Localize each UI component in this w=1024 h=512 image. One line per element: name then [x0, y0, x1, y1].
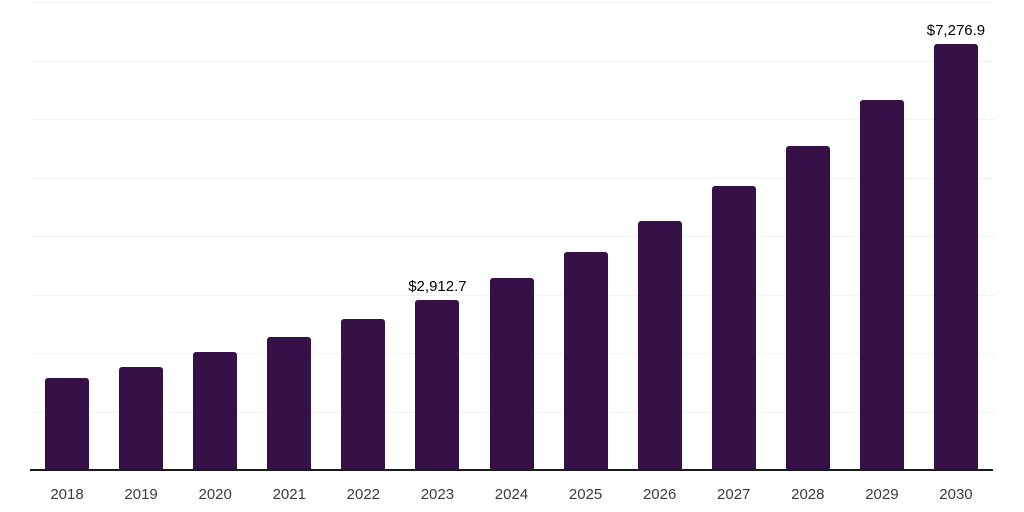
gridline	[30, 2, 995, 3]
x-tick-label: 2029	[865, 486, 899, 503]
bar-2029	[859, 99, 904, 470]
x-tick-label: 2027	[717, 486, 751, 503]
bar-2030	[933, 44, 978, 470]
bar-2027	[711, 186, 756, 470]
bar-2018	[45, 377, 90, 470]
x-tick-label: 2028	[791, 486, 825, 503]
gridline	[30, 177, 995, 179]
data-label-2030: $7,276.9	[926, 22, 986, 40]
bar-2020	[193, 352, 238, 470]
x-tick-label: 2026	[642, 486, 677, 503]
x-tick-label: 2019	[124, 486, 158, 503]
x-tick-label: 2025	[568, 486, 603, 503]
bar-2024	[489, 277, 534, 470]
bar-2028	[785, 146, 830, 470]
x-tick-label: 2020	[198, 486, 232, 503]
x-tick-label: 2018	[50, 486, 84, 503]
bar-2022	[341, 319, 386, 470]
bar-2019	[119, 367, 164, 470]
gridline	[30, 236, 995, 237]
x-tick-label: 2022	[346, 486, 381, 503]
gridline	[30, 60, 995, 62]
data-label-2023: $2,912.7	[408, 277, 467, 295]
bar-2021	[267, 337, 312, 470]
x-tick-label: 2024	[494, 486, 529, 503]
x-tick-label: 2021	[272, 486, 306, 503]
x-axis-line	[30, 469, 993, 471]
x-tick-label: 2030	[939, 486, 973, 503]
bar-2023	[415, 299, 460, 470]
x-tick-label: 2023	[420, 486, 455, 503]
gridline	[30, 119, 995, 120]
bar-2025	[563, 252, 608, 470]
bar-2026	[637, 221, 682, 470]
